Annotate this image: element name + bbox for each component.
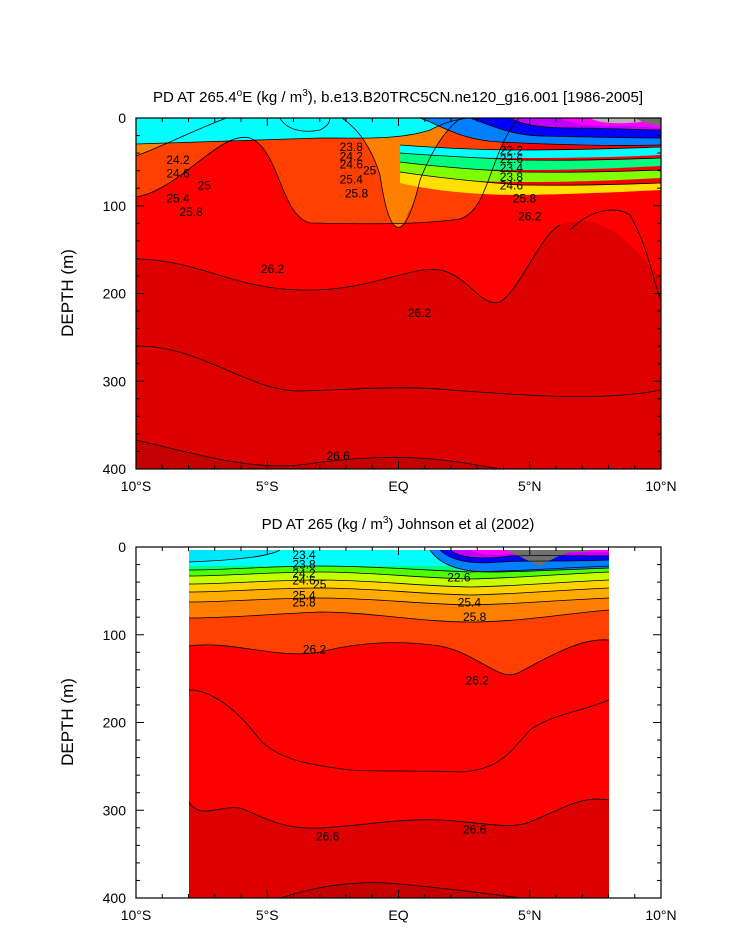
contour-label: 24.6: [500, 179, 524, 193]
y-tick-label: 400: [103, 890, 127, 906]
contour-label: 25.8: [179, 205, 203, 219]
contour-fill-observed: [188, 549, 610, 898]
contour-label: 26.2: [466, 673, 490, 687]
x-tick-label: 10°S: [121, 907, 152, 923]
y-tick-label: 100: [103, 198, 127, 214]
panel-observed: 23.423.824.224.62525.425.826.226.225.425…: [58, 515, 677, 923]
contour-label: 24.2: [166, 153, 190, 167]
contour-label: 25: [198, 179, 212, 193]
contour-label: 23.8: [340, 140, 364, 154]
contour-label: 25.4: [458, 595, 482, 609]
x-tick-label: 5°N: [518, 907, 542, 923]
contour-label: 24.6: [340, 158, 364, 172]
contour-label: 26.2: [408, 306, 432, 320]
contour-label: 22.2: [500, 143, 524, 157]
contour-labels-observed: 23.423.824.224.62525.425.826.226.225.425…: [292, 548, 489, 844]
y-tick-label: 200: [103, 715, 127, 731]
y-tick-label: 400: [103, 461, 127, 477]
contour-label: 24.2: [292, 566, 316, 580]
contour-label: 25.8: [292, 595, 316, 609]
contour-label: 25: [363, 164, 377, 178]
contour-label: 26.2: [518, 209, 542, 223]
x-tick-label: 5°S: [256, 478, 279, 494]
y-tick-label: 200: [103, 286, 127, 302]
y-axis-label-observed: DEPTH (m): [58, 678, 77, 766]
x-tick-label: 10°N: [645, 907, 676, 923]
y-tick-label: 0: [118, 110, 126, 126]
contour-label: 25.8: [345, 186, 369, 200]
contour-label: 25.4: [166, 192, 190, 206]
axes-model: 10°S 5°S EQ 5°N 10°N 0 100 200 300 400: [103, 110, 677, 494]
contour-label: 25.4: [340, 172, 364, 186]
contour-label: 26.2: [261, 262, 285, 276]
contour-label: 26.6: [463, 823, 487, 837]
contour-label: 25.4: [292, 588, 316, 602]
x-tick-label: 5°S: [256, 907, 279, 923]
contour-label: 26.2: [303, 643, 327, 657]
contour-label: 24.6: [292, 573, 316, 587]
x-tick-label: EQ: [388, 907, 408, 923]
contour-label: 24.2: [340, 150, 364, 164]
contour-label: 22.6: [447, 571, 471, 585]
contour-label: 23.4: [292, 548, 316, 562]
contour-label: 22.6: [500, 152, 524, 166]
contour-fill-model: [136, 118, 661, 469]
chart-title-model: PD AT 265.4oE (kg / m3), b.e13.B20TRC5CN…: [153, 88, 643, 106]
contour-label: 24.6: [166, 166, 190, 180]
contour-label: 23.8: [500, 170, 524, 184]
contour-label: 25: [313, 578, 327, 592]
x-tick-label: 5°N: [518, 478, 542, 494]
y-tick-label: 300: [103, 802, 127, 818]
contour-label: 23.4: [500, 161, 524, 175]
contour-label: 26.6: [316, 830, 340, 844]
y-tick-label: 300: [103, 373, 127, 389]
x-tick-label: EQ: [388, 478, 408, 494]
contour-label: 25.8: [513, 192, 537, 206]
contour-label: 25.8: [463, 610, 487, 624]
y-tick-label: 0: [118, 539, 126, 555]
chart-title-observed: PD AT 265 (kg / m3) Johnson et al (2002): [262, 515, 535, 533]
contour-label: 23.8: [292, 558, 316, 572]
axes-observed: 10°S 5°S EQ 5°N 10°N 0 100 200 300 400: [103, 539, 677, 923]
y-tick-label: 100: [103, 627, 127, 643]
y-axis-label-model: DEPTH (m): [58, 249, 77, 337]
contour-label: 26.6: [326, 449, 350, 463]
x-tick-label: 10°N: [645, 478, 676, 494]
x-tick-label: 10°S: [121, 478, 152, 494]
